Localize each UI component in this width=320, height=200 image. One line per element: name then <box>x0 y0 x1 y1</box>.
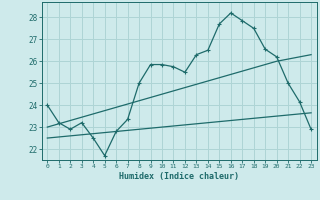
X-axis label: Humidex (Indice chaleur): Humidex (Indice chaleur) <box>119 172 239 181</box>
